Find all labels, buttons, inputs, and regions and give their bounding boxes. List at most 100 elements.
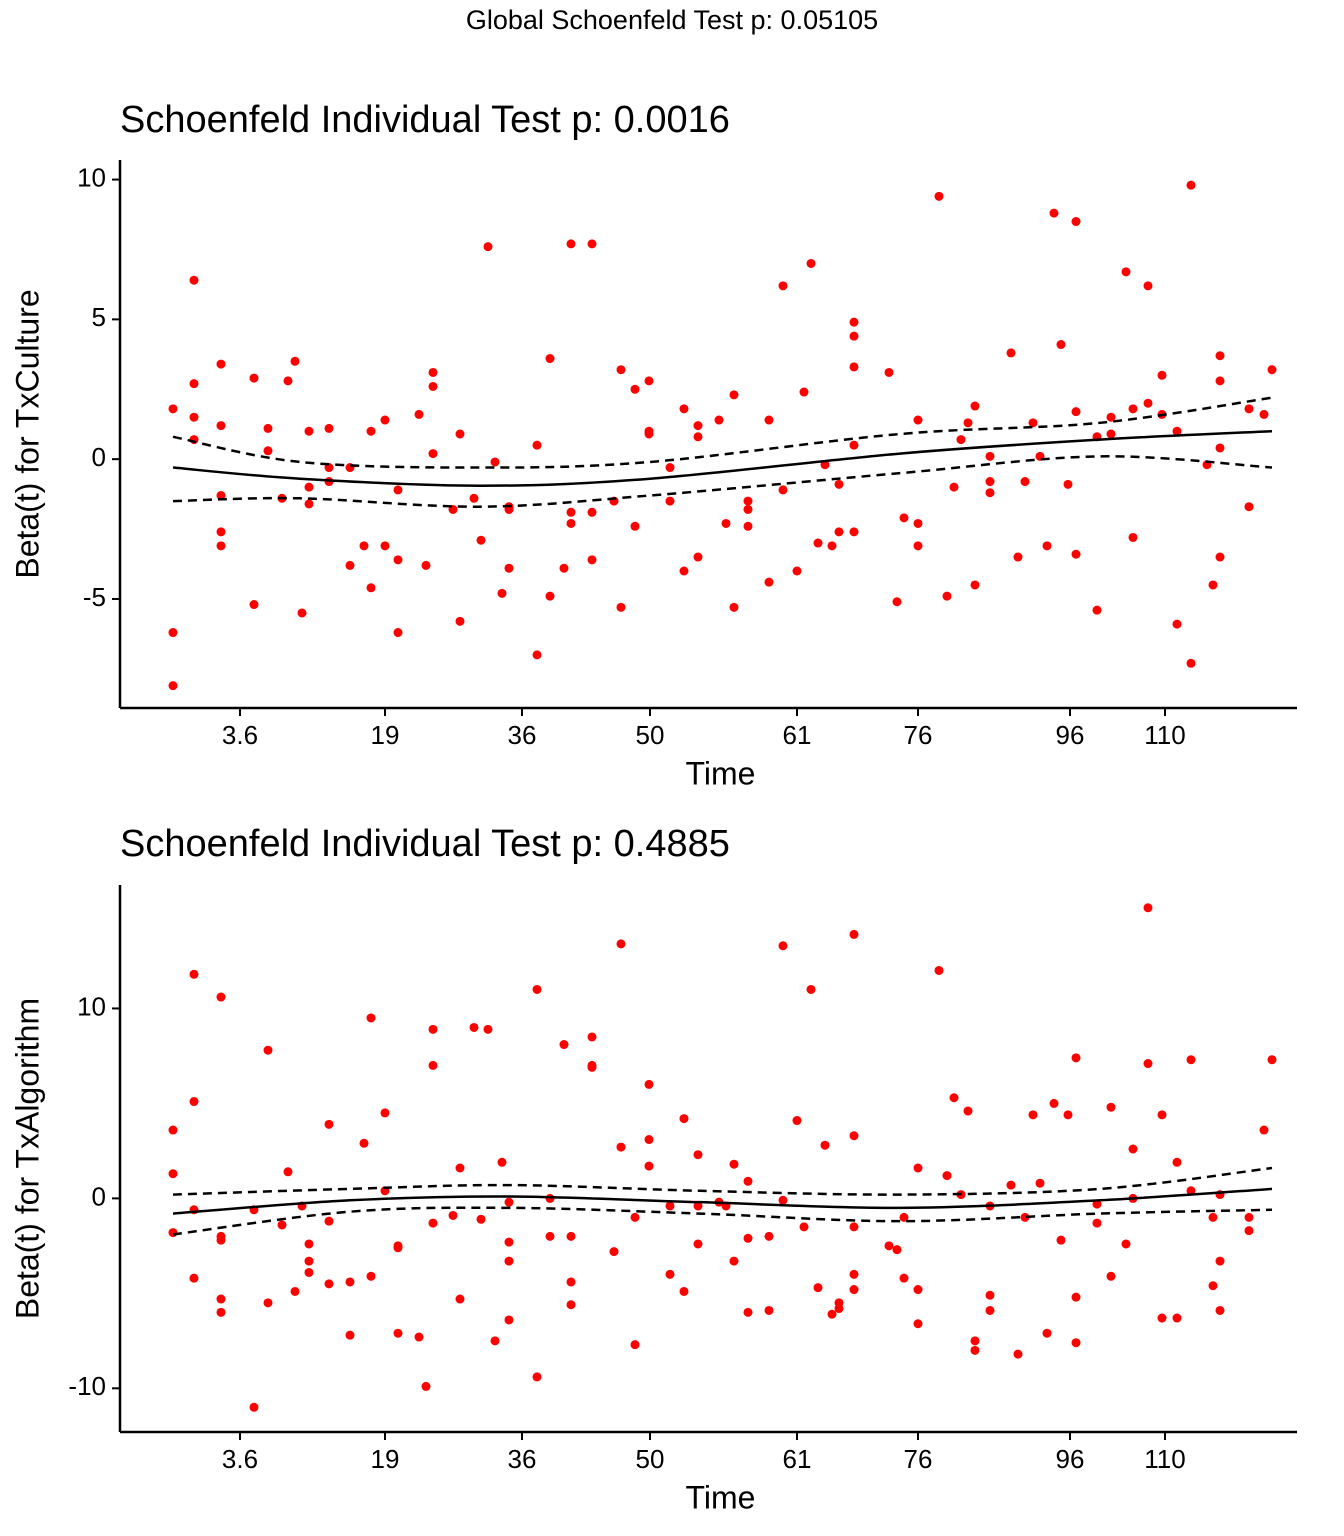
point xyxy=(345,1330,355,1340)
point xyxy=(1121,267,1131,277)
point xyxy=(497,1157,507,1167)
point xyxy=(359,541,369,551)
point xyxy=(393,1241,403,1251)
panel-title: Schoenfeld Individual Test p: 0.4885 xyxy=(120,823,730,865)
point xyxy=(168,681,178,691)
point xyxy=(1208,580,1218,590)
x-tick-label: 50 xyxy=(636,1444,665,1474)
point xyxy=(743,504,753,514)
point xyxy=(1157,370,1167,380)
point xyxy=(1042,541,1052,551)
point xyxy=(304,1267,314,1277)
x-tick-label: 19 xyxy=(371,720,400,750)
point xyxy=(806,984,816,994)
x-tick-label: 76 xyxy=(904,1444,933,1474)
point xyxy=(393,1328,403,1338)
point xyxy=(290,1286,300,1296)
point xyxy=(644,1161,654,1171)
point xyxy=(380,1108,390,1118)
point xyxy=(532,650,542,660)
point xyxy=(1128,532,1138,542)
point xyxy=(189,379,199,389)
x-tick-label: 36 xyxy=(508,720,537,750)
point xyxy=(764,415,774,425)
point xyxy=(813,1283,823,1293)
point xyxy=(799,1222,809,1232)
y-tick-label: 0 xyxy=(92,1181,106,1211)
point xyxy=(1063,1110,1073,1120)
point xyxy=(1013,552,1023,562)
point xyxy=(1056,340,1066,350)
x-axis-label: Time xyxy=(686,755,756,791)
point xyxy=(380,541,390,551)
point xyxy=(729,390,739,400)
point xyxy=(504,1256,514,1266)
point xyxy=(913,541,923,551)
point xyxy=(985,1305,995,1315)
point xyxy=(168,404,178,414)
point xyxy=(913,415,923,425)
point xyxy=(249,1402,259,1412)
point xyxy=(721,518,731,528)
point xyxy=(1172,1157,1182,1167)
point xyxy=(1157,1110,1167,1120)
point xyxy=(263,1045,273,1055)
x-tick-label: 3.6 xyxy=(222,1444,258,1474)
point xyxy=(366,1271,376,1281)
point xyxy=(693,1201,703,1211)
point xyxy=(1013,1349,1023,1359)
point xyxy=(421,560,431,570)
point xyxy=(189,969,199,979)
point xyxy=(545,591,555,601)
point xyxy=(476,535,486,545)
point xyxy=(189,275,199,285)
point xyxy=(490,1336,500,1346)
point xyxy=(277,1220,287,1230)
ci-upper xyxy=(172,1166,1273,1196)
x-tick-label: 110 xyxy=(1144,1444,1185,1474)
point xyxy=(566,507,576,517)
point xyxy=(1143,1059,1153,1069)
point xyxy=(455,1294,465,1304)
point xyxy=(168,1125,178,1135)
point xyxy=(679,1114,689,1124)
point xyxy=(729,1159,739,1169)
point xyxy=(476,1214,486,1224)
point xyxy=(297,608,307,618)
point xyxy=(324,1216,334,1226)
point xyxy=(304,426,314,436)
point xyxy=(1071,1292,1081,1302)
point xyxy=(778,1195,788,1205)
point xyxy=(448,1210,458,1220)
point xyxy=(1215,443,1225,453)
point xyxy=(1128,1144,1138,1154)
point xyxy=(216,1235,226,1245)
point xyxy=(587,239,597,249)
point xyxy=(616,365,626,375)
point xyxy=(504,1315,514,1325)
y-tick-label: -5 xyxy=(83,582,106,612)
point xyxy=(1267,1055,1277,1065)
point xyxy=(455,1163,465,1173)
point xyxy=(483,1024,493,1034)
point xyxy=(1143,903,1153,913)
y-tick-label: 10 xyxy=(77,991,106,1021)
point xyxy=(1215,1256,1225,1266)
point xyxy=(849,929,859,939)
point xyxy=(1157,1313,1167,1323)
point xyxy=(1106,1271,1116,1281)
point xyxy=(1092,1218,1102,1228)
point xyxy=(899,1212,909,1222)
x-tick-label: 36 xyxy=(508,1444,537,1474)
point xyxy=(304,1256,314,1266)
point xyxy=(1186,1186,1196,1196)
point xyxy=(743,1176,753,1186)
point xyxy=(587,507,597,517)
point xyxy=(428,367,438,377)
point xyxy=(834,1304,844,1314)
point xyxy=(849,317,859,327)
point xyxy=(263,423,273,433)
point xyxy=(490,457,500,467)
point xyxy=(644,429,654,439)
